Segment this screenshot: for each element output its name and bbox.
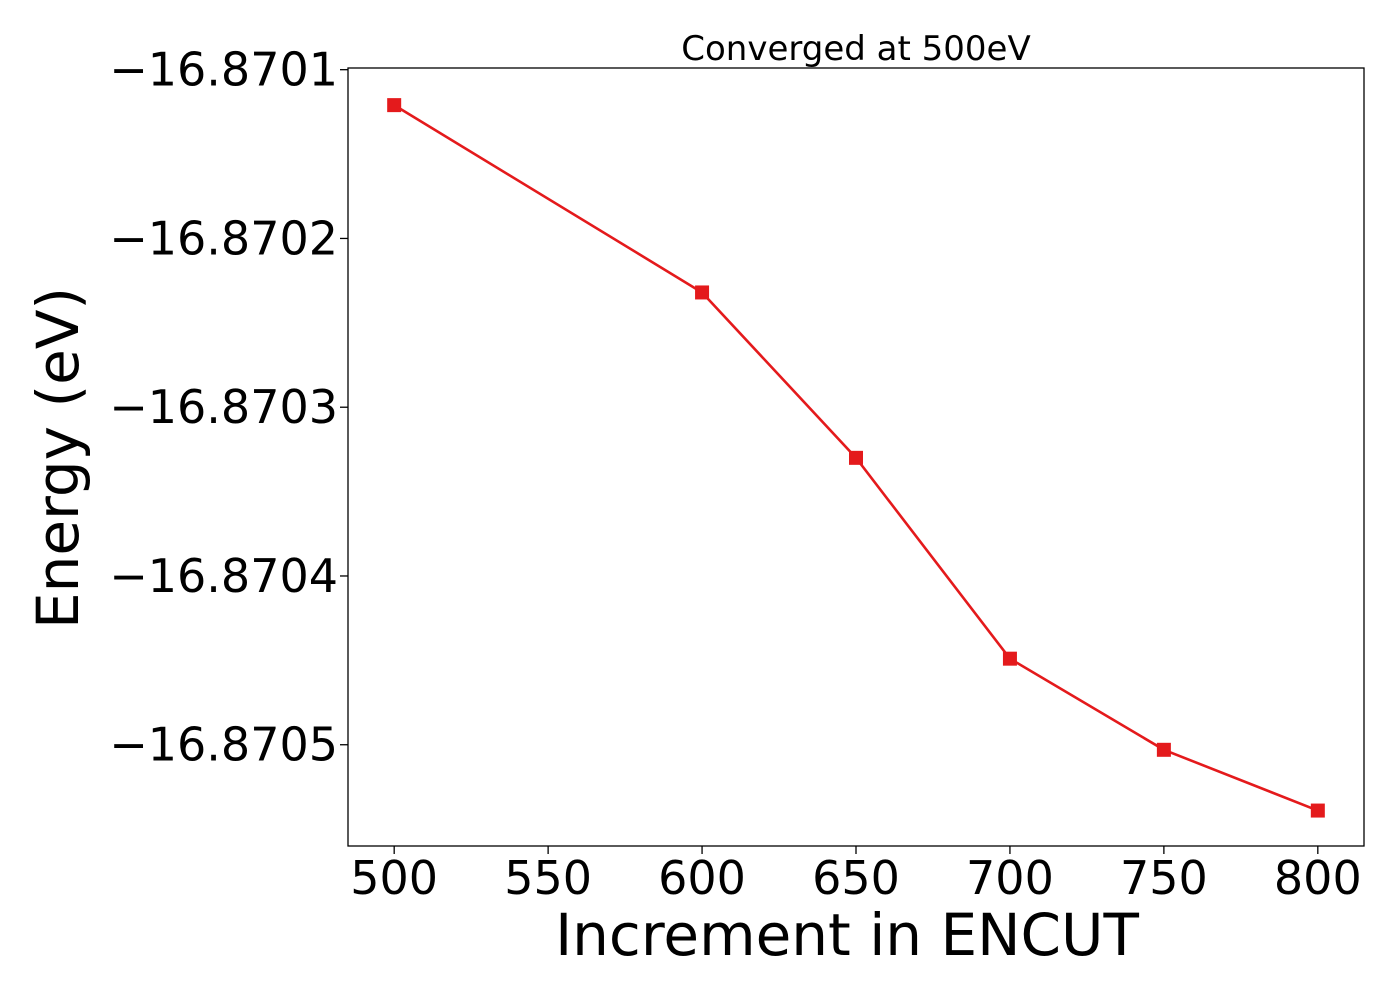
x-axis-label: Increment in ENCUT [555, 901, 1139, 969]
y-tick-label: −16.8703 [109, 380, 338, 434]
y-axis-label: Energy (eV) [24, 287, 92, 629]
data-point-marker [849, 450, 863, 465]
x-tick-label: 600 [658, 851, 746, 905]
y-tick-label: −16.8702 [109, 211, 338, 265]
x-axis-ticks: 500 550 600 650 700 750 800 [350, 846, 1362, 905]
data-point-marker [695, 285, 710, 300]
data-point-marker [1002, 651, 1017, 666]
x-tick-label: 750 [1120, 851, 1208, 905]
x-tick-label: 800 [1274, 851, 1362, 905]
data-point-marker [1310, 803, 1325, 818]
data-point-marker [387, 98, 402, 113]
data-point-marker [1156, 742, 1171, 757]
y-tick-label: −16.8704 [109, 549, 338, 603]
y-axis-ticks: −16.8701 −16.8702 −16.8703 −16.8704 −16.8705 [109, 43, 348, 772]
x-tick-label: 700 [966, 851, 1054, 905]
series-line [393, 104, 1319, 812]
plot-area [387, 98, 1325, 818]
y-tick-label: −16.8705 [109, 718, 338, 772]
y-tick-label: −16.8701 [109, 43, 338, 97]
chart-title: Converged at 500eV [681, 29, 1030, 69]
x-tick-label: 550 [504, 851, 592, 905]
x-tick-label: 500 [350, 851, 438, 905]
x-tick-label: 650 [812, 851, 900, 905]
